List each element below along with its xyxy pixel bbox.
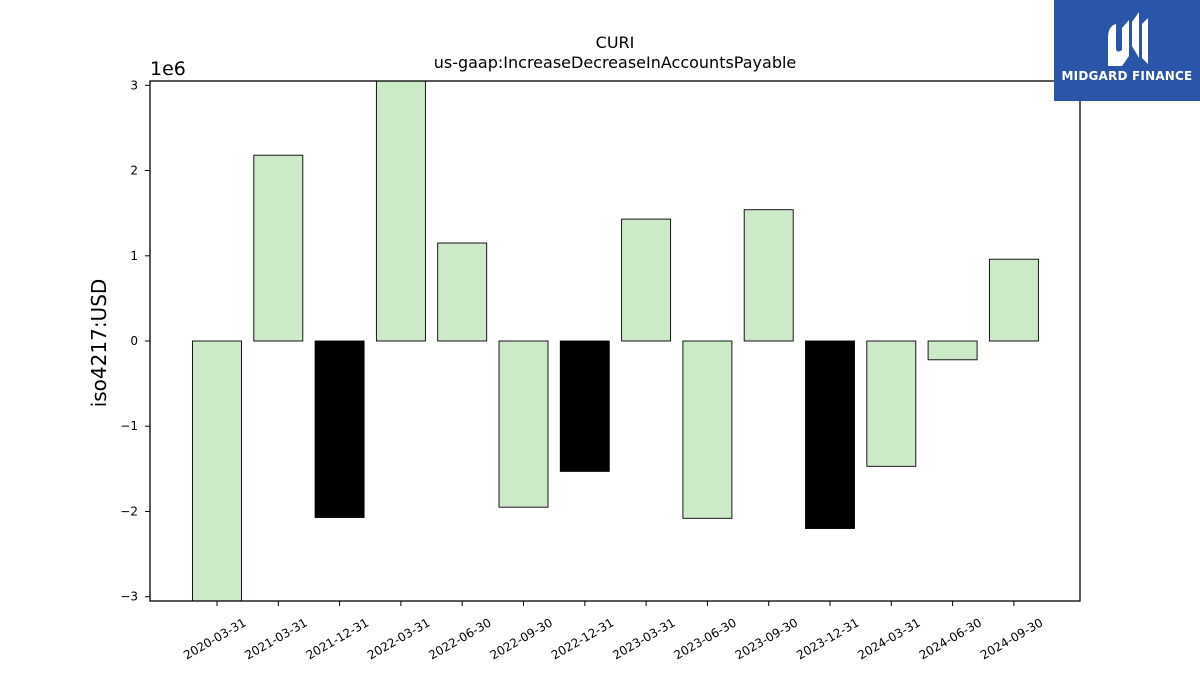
y-scale-label: 1e6 bbox=[150, 58, 186, 80]
chart-title: CURI bbox=[596, 33, 635, 52]
x-tick-label: 2023-03-31 bbox=[610, 615, 677, 662]
bar-group bbox=[192, 80, 1039, 602]
y-axis-ticks: −3 −2 −1 0 1 2 3 bbox=[120, 78, 150, 604]
x-tick-label: 2021-12-31 bbox=[304, 615, 371, 662]
x-tick-label: 2022-09-30 bbox=[488, 615, 555, 662]
y-tick-label: −1 bbox=[120, 419, 138, 433]
y-tick-label: 1 bbox=[130, 249, 138, 263]
bar-2023-06-30 bbox=[682, 340, 733, 519]
x-tick-label: 2020-03-31 bbox=[181, 615, 248, 662]
bar-2022-03-31 bbox=[375, 80, 426, 342]
x-tick-label: 2023-12-31 bbox=[794, 615, 861, 662]
bar-2021-03-31 bbox=[253, 154, 304, 342]
bar-2023-09-30 bbox=[743, 209, 794, 342]
x-tick-label: 2024-03-31 bbox=[855, 615, 922, 662]
x-tick-label: 2022-12-31 bbox=[549, 615, 616, 662]
y-tick-label: 0 bbox=[130, 334, 138, 348]
chart-subtitle: us-gaap:IncreaseDecreaseInAccountsPayabl… bbox=[434, 53, 797, 72]
bar-2022-06-30 bbox=[437, 242, 488, 342]
bar-2024-06-30 bbox=[927, 340, 978, 361]
x-tick-label: 2021-03-31 bbox=[242, 615, 309, 662]
x-tick-label: 2024-09-30 bbox=[978, 615, 1045, 662]
bar-2021-12-31 bbox=[314, 340, 365, 518]
x-tick-label: 2023-09-30 bbox=[733, 615, 800, 662]
y-tick-label: 2 bbox=[130, 164, 138, 178]
x-tick-label: 2022-06-30 bbox=[426, 615, 493, 662]
bar-2023-12-31 bbox=[805, 340, 855, 529]
x-axis-ticks: 2020-03-312021-03-312021-12-312022-03-31… bbox=[181, 601, 1045, 662]
bar-2024-09-30 bbox=[988, 258, 1039, 342]
logo-text: MIDGARD FINANCE bbox=[1061, 69, 1193, 83]
x-tick-label: 2024-06-30 bbox=[917, 615, 984, 662]
bar-2022-12-31 bbox=[559, 340, 610, 472]
logo-mark-icon bbox=[1108, 12, 1148, 66]
y-tick-label: −2 bbox=[120, 505, 138, 519]
bar-2023-03-31 bbox=[621, 218, 672, 342]
bar-2020-03-31 bbox=[192, 340, 242, 602]
y-axis-label: iso4217:USD bbox=[87, 279, 111, 408]
y-tick-label: 3 bbox=[130, 78, 138, 92]
x-tick-label: 2022-03-31 bbox=[365, 615, 432, 662]
bar-2024-03-31 bbox=[866, 340, 917, 467]
plot-frame bbox=[149, 80, 1081, 602]
y-tick-label: −3 bbox=[120, 590, 138, 604]
bar-2022-09-30 bbox=[498, 340, 549, 508]
midgard-finance-logo: MIDGARD FINANCE bbox=[1054, 0, 1200, 101]
x-tick-label: 2023-06-30 bbox=[671, 615, 738, 662]
